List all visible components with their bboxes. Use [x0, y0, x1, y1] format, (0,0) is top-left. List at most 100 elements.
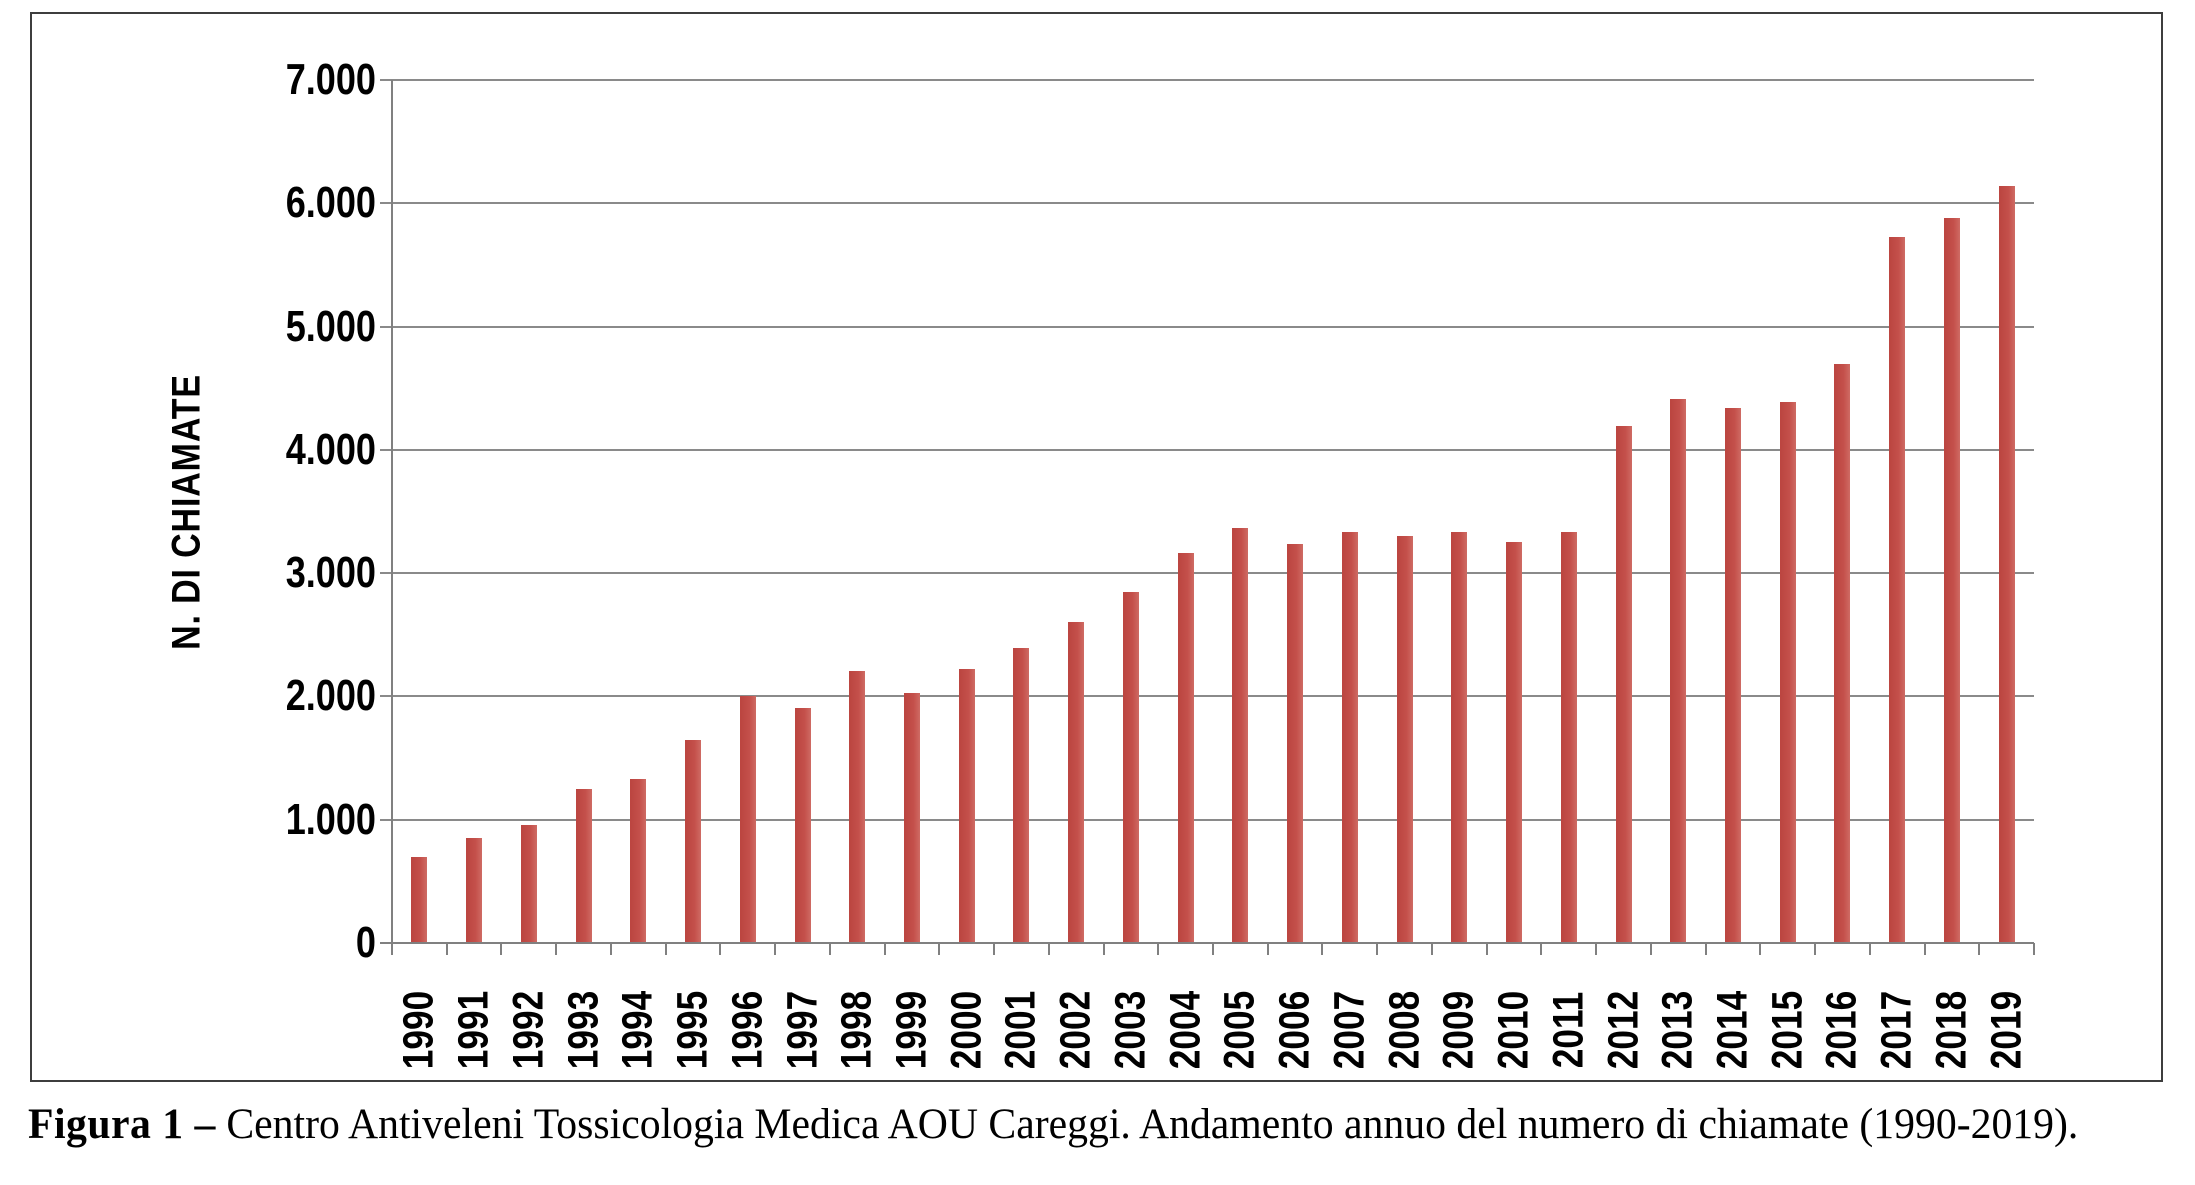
gridline	[380, 448, 2034, 451]
x-tick-label-1994: 1994	[613, 990, 662, 1070]
bar-2007	[1341, 532, 1358, 943]
x-tick-label-2004: 2004	[1161, 990, 1210, 1070]
bar-1990	[411, 856, 428, 943]
x-tick-label-2013: 2013	[1653, 990, 1702, 1070]
bar-2004	[1177, 553, 1194, 943]
x-tick	[719, 943, 722, 955]
x-tick-label-2012: 2012	[1599, 990, 1647, 1070]
bar-2014	[1724, 407, 1741, 943]
bar-1997	[794, 707, 811, 943]
x-tick	[1212, 943, 1214, 955]
bar-2005	[1232, 527, 1249, 943]
bar-1998	[849, 670, 866, 943]
x-tick	[609, 943, 612, 955]
bar-1992	[520, 824, 537, 943]
x-tick-label-1991: 1991	[449, 990, 498, 1070]
bar-2018	[1943, 218, 1960, 943]
gridline	[380, 202, 2034, 205]
bar-2017	[1889, 236, 1906, 943]
bar-1995	[685, 739, 702, 943]
x-tick-label-2006: 2006	[1270, 990, 1319, 1070]
x-tick	[2033, 943, 2035, 955]
x-tick	[1595, 943, 1598, 955]
y-axis-title: N. DI CHIAMATE	[164, 374, 209, 650]
bar-2011	[1560, 532, 1577, 943]
x-tick	[1266, 943, 1269, 955]
y-tick-label: 7.000	[285, 55, 376, 104]
x-tick-label-2007: 2007	[1325, 990, 1374, 1070]
y-tick-label: 2.000	[285, 671, 376, 721]
gridline	[380, 79, 2034, 81]
bar-2013	[1670, 399, 1687, 943]
y-tick-label: 3.000	[285, 548, 376, 598]
bar-2008	[1396, 536, 1413, 943]
figure-caption-label: Figura 1 –	[28, 1101, 216, 1148]
x-axis-line	[380, 942, 2034, 944]
x-tick	[993, 943, 996, 955]
x-tick-label-2003: 2003	[1106, 990, 1155, 1070]
x-tick	[445, 943, 448, 955]
x-tick	[1649, 943, 1652, 955]
x-tick-label-2000: 2000	[942, 990, 991, 1070]
x-tick-label-1998: 1998	[832, 990, 881, 1070]
chart-frame: 0 1.000 2.000 3.000 4.000 5.000 6.000 7.000 1990…	[30, 12, 2163, 1082]
bar-1993	[575, 788, 592, 943]
bar-2002	[1068, 622, 1085, 943]
x-tick	[1814, 943, 1817, 955]
x-tick-label-2016: 2016	[1817, 990, 1866, 1070]
x-tick-label-2019: 2019	[1982, 990, 2031, 1070]
x-tick-label-1995: 1995	[668, 990, 717, 1070]
x-tick-label-1999: 1999	[887, 990, 936, 1070]
x-tick	[1430, 943, 1433, 955]
x-tick-label-2005: 2005	[1215, 990, 1264, 1070]
y-tick-label: 6.000	[285, 178, 376, 228]
x-tick-label-1993: 1993	[559, 990, 608, 1070]
bar-1996	[739, 696, 756, 943]
x-tick	[1321, 943, 1324, 955]
x-tick-label-2002: 2002	[1051, 990, 1100, 1070]
x-tick	[883, 943, 886, 955]
x-tick	[1157, 943, 1160, 955]
x-tick-label-1996: 1996	[723, 990, 772, 1070]
x-tick	[1102, 943, 1105, 955]
gridline	[380, 325, 2034, 328]
bar-1991	[466, 838, 483, 943]
bar-2015	[1779, 401, 1796, 943]
y-axis-line	[391, 80, 393, 955]
x-tick	[828, 943, 831, 955]
gridline	[380, 695, 2034, 698]
bar-2010	[1506, 542, 1523, 943]
x-tick-label-1990: 1990	[394, 990, 443, 1070]
x-tick	[1376, 943, 1379, 955]
x-tick-label-2001: 2001	[996, 990, 1045, 1070]
y-tick-label: 0	[355, 918, 376, 967]
x-tick	[1868, 943, 1871, 955]
x-tick-label-2015: 2015	[1763, 990, 1812, 1070]
bar-1994	[630, 779, 647, 943]
bar-2019	[1998, 186, 2015, 943]
x-tick	[1923, 943, 1926, 955]
bar-2003	[1122, 591, 1139, 943]
x-tick	[1704, 943, 1707, 955]
x-tick	[1540, 943, 1543, 955]
y-tick-label: 4.000	[285, 424, 376, 474]
x-tick	[1759, 943, 1762, 955]
figure-caption-text: Centro Antiveleni Tossicologia Medica AO…	[215, 1101, 2079, 1148]
x-tick-label-2011: 2011	[1544, 991, 1593, 1069]
x-tick	[1978, 943, 1981, 955]
x-tick-label-1992: 1992	[504, 990, 553, 1070]
bar-2006	[1287, 543, 1304, 943]
bar-1999	[903, 692, 920, 943]
gridline	[380, 572, 2034, 575]
bar-2001	[1013, 648, 1030, 943]
x-tick	[555, 943, 558, 955]
x-tick-label-1997: 1997	[778, 990, 826, 1070]
bar-2009	[1451, 532, 1468, 943]
x-tick-label-2008: 2008	[1380, 990, 1429, 1070]
x-tick-label-2018: 2018	[1927, 990, 1976, 1070]
x-tick-label-2010: 2010	[1489, 990, 1538, 1070]
y-tick-label: 5.000	[285, 301, 376, 351]
x-tick	[664, 943, 667, 955]
